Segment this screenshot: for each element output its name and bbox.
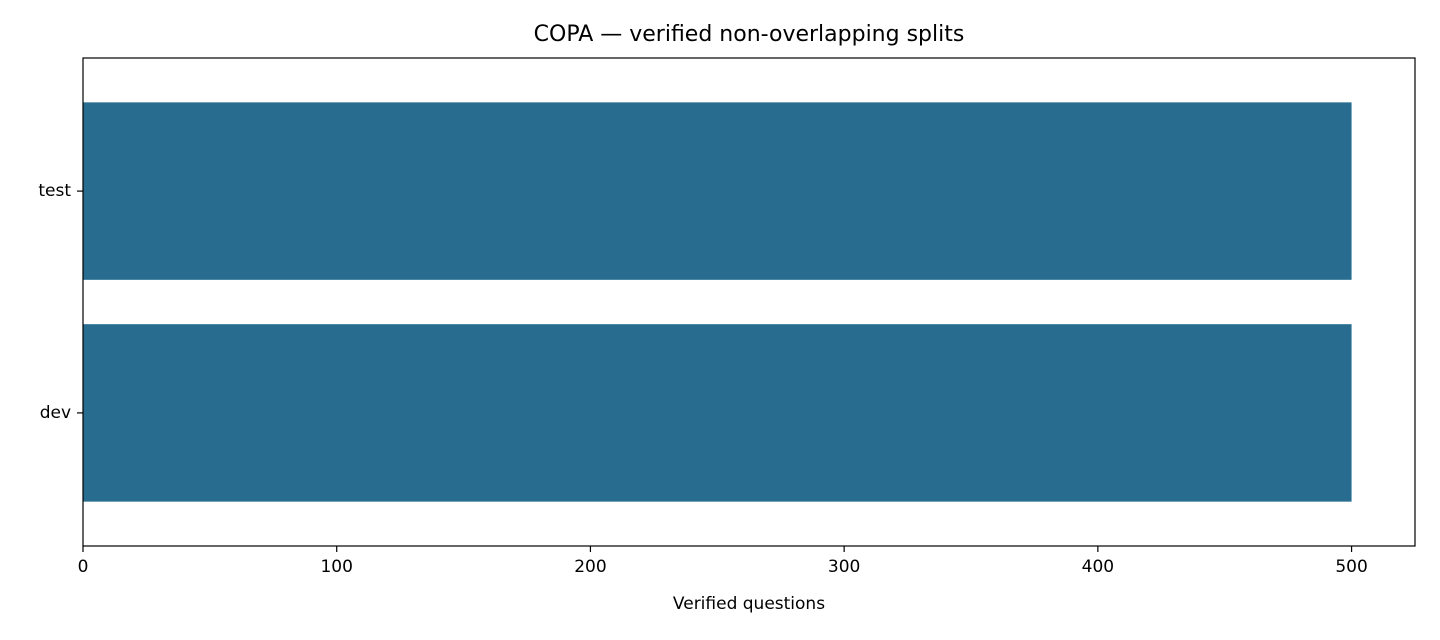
plot-frame: [82, 57, 1416, 547]
x-tick-label: 0: [78, 557, 89, 577]
bar: [83, 324, 1352, 502]
x-tick-label: 300: [828, 557, 860, 577]
y-tick-label: test: [38, 181, 71, 201]
x-tick-label: 100: [320, 557, 352, 577]
x-tick-label: 500: [1335, 557, 1367, 577]
x-tick-label: 200: [574, 557, 606, 577]
y-tick-label: dev: [40, 403, 71, 423]
x-axis-label: Verified questions: [673, 594, 825, 614]
bar: [83, 102, 1352, 280]
x-tick-label: 400: [1082, 557, 1114, 577]
chart-title: COPA — verified non-overlapping splits: [534, 22, 965, 47]
